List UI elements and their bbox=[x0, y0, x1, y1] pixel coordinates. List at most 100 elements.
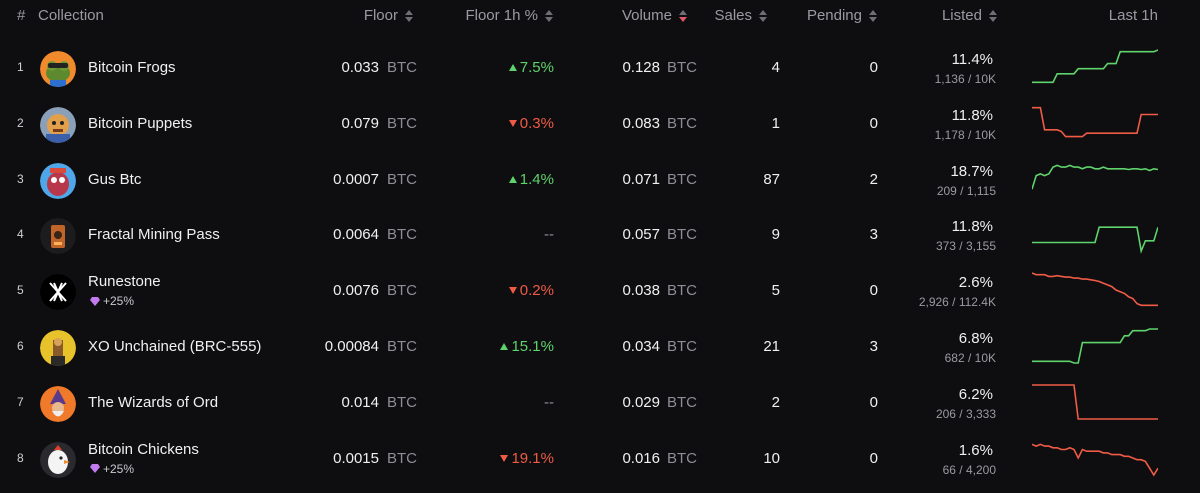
table-row[interactable]: 1 Bitcoin Frogs 0.033 BTC 7.5% 0.128 BTC… bbox=[0, 41, 1200, 97]
row-rank: 3 bbox=[17, 171, 24, 186]
sort-icon bbox=[404, 9, 414, 23]
pending-value: 2 bbox=[869, 170, 878, 188]
sparkline-chart bbox=[1032, 326, 1158, 366]
listed-percent: 2.6% bbox=[958, 274, 993, 292]
sparkline-path bbox=[1032, 328, 1158, 364]
header-listed-label: Listed bbox=[941, 7, 982, 24]
volume-unit: BTC bbox=[667, 114, 697, 132]
header-collection-label: Collection bbox=[38, 7, 104, 24]
floor-value: 0.079 bbox=[341, 114, 379, 132]
runestone-avatar-image bbox=[40, 274, 76, 311]
volume-unit: BTC bbox=[667, 226, 697, 244]
wizard-avatar-image bbox=[40, 385, 76, 422]
listed-count: 206 / 3,333 bbox=[935, 406, 996, 421]
collection-name[interactable]: Bitcoin Puppets bbox=[88, 114, 193, 132]
xo-avatar bbox=[40, 330, 76, 366]
volume-value: 0.083 bbox=[622, 114, 660, 132]
listed-count: 209 / 1,115 bbox=[936, 183, 996, 198]
table-row[interactable]: 2 Bitcoin Puppets 0.079 BTC 0.3% 0.083 B… bbox=[0, 97, 1200, 153]
floor-change: 0.2% bbox=[508, 282, 554, 299]
sparkline-path bbox=[1032, 106, 1158, 138]
collection-name[interactable]: Bitcoin Chickens bbox=[88, 440, 199, 458]
volume-value: 0.128 bbox=[622, 59, 660, 76]
table-row[interactable]: 8 Bitcoin Chickens +25% 0.0015 BTC 19.1%… bbox=[0, 432, 1200, 488]
floor-value: 0.00084 bbox=[324, 338, 379, 355]
volume-unit: BTC bbox=[667, 338, 697, 355]
chicken-avatar-image bbox=[40, 441, 76, 478]
collection-name[interactable]: Bitcoin Frogs bbox=[88, 59, 176, 76]
listed-percent: 11.8% bbox=[951, 106, 993, 124]
listed-percent: 6.2% bbox=[958, 385, 993, 403]
floor-change: -- bbox=[544, 226, 554, 243]
sparkline-path bbox=[1032, 226, 1158, 255]
pending-value: 3 bbox=[869, 338, 878, 355]
sales-value: 2 bbox=[771, 393, 780, 411]
floor-change-value: 7.5% bbox=[519, 59, 554, 76]
listed-percent: 18.7% bbox=[950, 162, 993, 180]
header-volume-label: Volume bbox=[621, 7, 672, 24]
floor-unit: BTC bbox=[387, 59, 417, 76]
table-row[interactable]: 7 The Wizards of Ord 0.014 BTC -- 0.029 … bbox=[0, 376, 1200, 432]
sparkline-path bbox=[1032, 164, 1158, 190]
floor-unit: BTC bbox=[387, 449, 417, 467]
diamond-icon bbox=[90, 464, 100, 474]
header-sales[interactable]: Sales bbox=[714, 7, 768, 24]
sparkline-chart bbox=[1032, 159, 1158, 199]
table-row[interactable]: 3 Gus Btc 0.0007 BTC 1.4% 0.071 BTC 87 2… bbox=[0, 153, 1200, 209]
listed-count: 1,136 / 10K bbox=[934, 72, 996, 86]
listed-percent: 11.8% bbox=[951, 218, 993, 236]
table-row[interactable]: 5 Runestone +25% 0.0076 BTC 0.2% 0.038 B… bbox=[0, 264, 1200, 320]
sales-value: 9 bbox=[771, 226, 780, 244]
floor-unit: BTC bbox=[387, 338, 417, 355]
runestone-avatar bbox=[40, 274, 76, 311]
floor-change: 19.1% bbox=[500, 450, 554, 467]
floor-change-value: -- bbox=[544, 393, 554, 411]
sales-value: 5 bbox=[771, 282, 780, 300]
chicken-avatar bbox=[40, 441, 76, 478]
pending-value: 3 bbox=[869, 226, 878, 244]
sparkline-path bbox=[1032, 272, 1158, 307]
sales-value: 87 bbox=[763, 170, 780, 188]
trend-arrow-icon bbox=[508, 175, 517, 183]
floor-value: 0.0076 bbox=[333, 282, 379, 300]
listed-count: 1,178 / 10K bbox=[934, 127, 996, 142]
header-last-1h-label: Last 1h bbox=[1108, 7, 1158, 24]
sort-icon bbox=[544, 9, 554, 23]
table-row[interactable]: 4 Fractal Mining Pass 0.0064 BTC -- 0.05… bbox=[0, 208, 1200, 264]
table-row[interactable]: 6 XO Unchained (BRC-555) 0.00084 BTC 15.… bbox=[0, 320, 1200, 376]
header-listed[interactable]: Listed bbox=[942, 7, 998, 24]
boost-value: +25% bbox=[103, 461, 135, 476]
frog-avatar-image bbox=[40, 51, 76, 87]
volume-value: 0.071 bbox=[622, 170, 660, 188]
sparkline-path bbox=[1032, 383, 1158, 420]
header-sales-label: Sales bbox=[714, 7, 752, 24]
collection-name[interactable]: Runestone bbox=[88, 273, 161, 291]
sort-icon bbox=[758, 9, 768, 23]
header-pending[interactable]: Pending bbox=[807, 7, 878, 24]
header-floor-1h[interactable]: Floor 1h % bbox=[465, 7, 554, 24]
wizard-avatar bbox=[40, 385, 76, 422]
sort-desc-icon bbox=[678, 9, 688, 23]
puppet-avatar-image bbox=[40, 106, 76, 143]
collection-name[interactable]: The Wizards of Ord bbox=[88, 393, 219, 411]
volume-value: 0.034 bbox=[622, 338, 660, 355]
sparkline-path bbox=[1032, 49, 1158, 84]
sparkline-chart bbox=[1032, 382, 1158, 422]
volume-unit: BTC bbox=[667, 449, 697, 467]
header-floor-label: Floor bbox=[363, 7, 398, 24]
header-floor[interactable]: Floor bbox=[364, 7, 414, 24]
row-rank: 4 bbox=[17, 227, 24, 242]
collection-name[interactable]: Fractal Mining Pass bbox=[88, 226, 220, 244]
sparkline-chart bbox=[1032, 214, 1158, 255]
floor-value: 0.0064 bbox=[333, 226, 379, 244]
volume-value: 0.016 bbox=[622, 449, 660, 467]
sales-value: 4 bbox=[771, 59, 780, 76]
header-volume[interactable]: Volume bbox=[622, 7, 688, 24]
collection-name[interactable]: Gus Btc bbox=[88, 170, 142, 188]
volume-unit: BTC bbox=[667, 282, 697, 300]
gus-avatar-image bbox=[40, 162, 76, 199]
floor-value: 0.0015 bbox=[333, 449, 379, 467]
trend-arrow-icon bbox=[508, 287, 517, 295]
listed-count: 66 / 4,200 bbox=[942, 462, 996, 477]
collection-name[interactable]: XO Unchained (BRC-555) bbox=[88, 338, 262, 355]
